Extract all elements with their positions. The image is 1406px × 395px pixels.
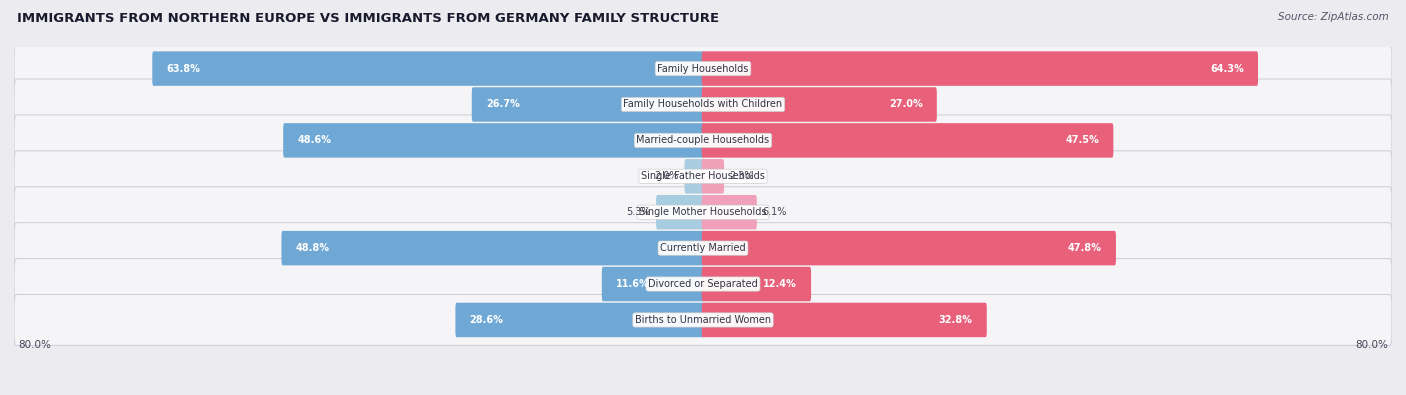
FancyBboxPatch shape [14,259,1392,310]
FancyBboxPatch shape [702,195,756,229]
Text: 63.8%: 63.8% [166,64,201,73]
Text: 27.0%: 27.0% [889,100,922,109]
FancyBboxPatch shape [472,87,704,122]
Text: Single Mother Households: Single Mother Households [640,207,766,217]
FancyBboxPatch shape [14,115,1392,166]
FancyBboxPatch shape [602,267,704,301]
Text: IMMIGRANTS FROM NORTHERN EUROPE VS IMMIGRANTS FROM GERMANY FAMILY STRUCTURE: IMMIGRANTS FROM NORTHERN EUROPE VS IMMIG… [17,12,718,25]
FancyBboxPatch shape [657,195,704,229]
Text: Married-couple Households: Married-couple Households [637,135,769,145]
FancyBboxPatch shape [152,51,704,86]
FancyBboxPatch shape [281,231,704,265]
FancyBboxPatch shape [702,159,724,194]
FancyBboxPatch shape [14,294,1392,346]
Text: Divorced or Separated: Divorced or Separated [648,279,758,289]
FancyBboxPatch shape [14,187,1392,238]
FancyBboxPatch shape [283,123,704,158]
FancyBboxPatch shape [685,159,704,194]
Text: 80.0%: 80.0% [1355,340,1388,350]
Text: 48.6%: 48.6% [298,135,332,145]
Text: Family Households: Family Households [658,64,748,73]
FancyBboxPatch shape [702,123,1114,158]
Text: 28.6%: 28.6% [470,315,503,325]
Text: 2.3%: 2.3% [730,171,754,181]
Text: Births to Unmarried Women: Births to Unmarried Women [636,315,770,325]
Text: 2.0%: 2.0% [654,171,679,181]
Text: 6.1%: 6.1% [762,207,787,217]
Text: 48.8%: 48.8% [295,243,329,253]
FancyBboxPatch shape [14,223,1392,274]
Text: 32.8%: 32.8% [939,315,973,325]
FancyBboxPatch shape [702,303,987,337]
FancyBboxPatch shape [702,231,1116,265]
Text: 12.4%: 12.4% [763,279,797,289]
Text: Source: ZipAtlas.com: Source: ZipAtlas.com [1278,12,1389,22]
FancyBboxPatch shape [456,303,704,337]
Text: 80.0%: 80.0% [18,340,51,350]
Text: 11.6%: 11.6% [616,279,650,289]
FancyBboxPatch shape [702,267,811,301]
Text: 47.5%: 47.5% [1066,135,1099,145]
Text: 26.7%: 26.7% [486,100,520,109]
Text: 64.3%: 64.3% [1211,64,1244,73]
Text: Family Households with Children: Family Households with Children [623,100,783,109]
FancyBboxPatch shape [702,87,936,122]
FancyBboxPatch shape [14,151,1392,202]
Text: Currently Married: Currently Married [661,243,745,253]
Text: 47.8%: 47.8% [1067,243,1102,253]
FancyBboxPatch shape [14,79,1392,130]
FancyBboxPatch shape [14,43,1392,94]
FancyBboxPatch shape [702,51,1258,86]
Text: Single Father Households: Single Father Households [641,171,765,181]
Text: 5.3%: 5.3% [626,207,651,217]
